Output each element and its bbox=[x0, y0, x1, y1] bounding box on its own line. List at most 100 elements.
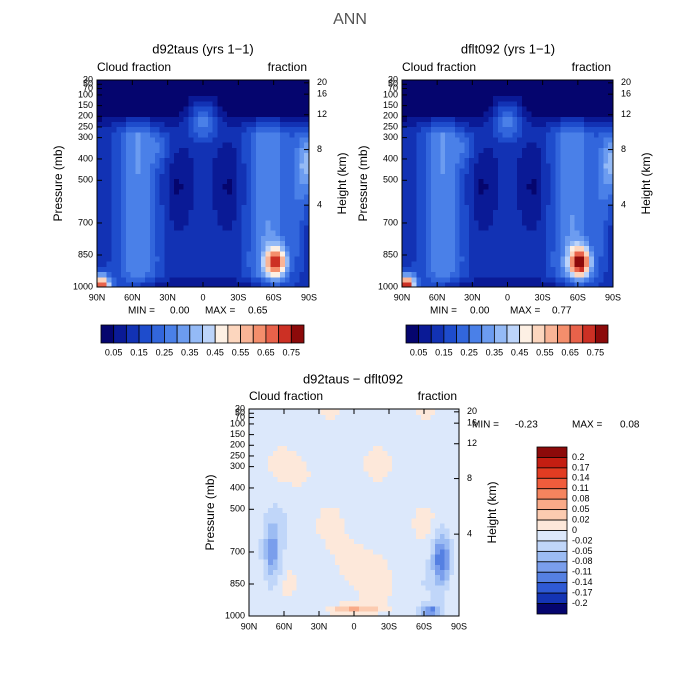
contour-cell bbox=[159, 183, 166, 190]
contour-cell bbox=[363, 512, 369, 519]
contour-cell bbox=[268, 569, 274, 576]
contour-cell bbox=[488, 230, 494, 236]
contour-cell bbox=[454, 235, 461, 242]
contour-cell bbox=[154, 90, 161, 97]
contour-cell bbox=[440, 157, 446, 164]
contour-cell bbox=[97, 255, 103, 262]
contour-cell bbox=[363, 533, 369, 539]
contour-cell bbox=[464, 261, 470, 267]
contour-cell bbox=[497, 214, 504, 221]
contour-cell bbox=[425, 105, 432, 112]
y-tick-label: 100 bbox=[78, 89, 93, 99]
contour-cell bbox=[363, 579, 369, 586]
contour-cell bbox=[320, 548, 326, 555]
contour-cell bbox=[188, 116, 194, 122]
contour-cell bbox=[125, 230, 132, 236]
contour-cell bbox=[574, 100, 581, 107]
colorbar-box bbox=[151, 324, 165, 344]
contour-cell bbox=[299, 209, 305, 216]
contour-cell bbox=[325, 476, 331, 483]
contour-cell bbox=[159, 157, 166, 164]
contour-cell bbox=[130, 105, 137, 112]
contour-cell bbox=[459, 147, 465, 154]
contour-cell bbox=[304, 178, 310, 185]
contour-cell bbox=[125, 95, 132, 102]
contour-cell bbox=[560, 126, 566, 133]
contour-cell bbox=[541, 105, 547, 112]
contour-cell bbox=[284, 173, 291, 179]
y-tick-label: 1000 bbox=[73, 281, 93, 291]
contour-cell bbox=[284, 147, 291, 154]
contour-cell bbox=[464, 266, 470, 273]
contour-cell bbox=[294, 173, 300, 179]
contour-cell bbox=[430, 162, 437, 169]
contour-cell bbox=[258, 610, 264, 617]
contour-cell bbox=[275, 90, 281, 97]
contour-cell bbox=[536, 147, 542, 154]
contour-cell bbox=[268, 538, 274, 545]
contour-cell bbox=[222, 230, 228, 236]
contour-cell bbox=[368, 455, 374, 462]
contour-cell bbox=[392, 476, 398, 483]
contour-cell bbox=[227, 199, 233, 205]
contour-cell bbox=[473, 85, 480, 91]
contour-cell bbox=[212, 111, 219, 117]
y2-tick-label: 4 bbox=[317, 200, 322, 210]
contour-cell bbox=[265, 271, 272, 278]
contour-cell bbox=[217, 111, 223, 117]
contour-cell bbox=[579, 276, 585, 283]
contour-cell bbox=[256, 266, 262, 273]
contour-cell bbox=[402, 105, 408, 112]
contour-cell bbox=[502, 214, 509, 221]
contour-cell bbox=[169, 105, 175, 112]
contour-cell bbox=[212, 126, 219, 133]
contour-cell bbox=[608, 219, 614, 226]
contour-cell bbox=[291, 600, 298, 607]
colorbar-label: 0.65 bbox=[561, 347, 579, 357]
contour-cell bbox=[277, 543, 284, 550]
contour-cell bbox=[125, 136, 132, 143]
contour-cell bbox=[193, 85, 199, 91]
contour-cell bbox=[217, 193, 223, 200]
contour-cell bbox=[493, 131, 499, 138]
contour-cell bbox=[512, 147, 518, 154]
contour-cell bbox=[260, 204, 267, 210]
contour-cell bbox=[565, 121, 571, 128]
contour-cell bbox=[231, 214, 238, 221]
contour-cell bbox=[608, 245, 614, 252]
contour-cell bbox=[526, 214, 533, 221]
contour-cell bbox=[282, 569, 288, 576]
contour-cell bbox=[178, 204, 185, 210]
x-tick-label: 90N bbox=[394, 292, 411, 302]
contour-cell bbox=[231, 131, 238, 138]
contour-cell bbox=[296, 460, 303, 467]
contour-cell bbox=[574, 90, 581, 97]
contour-cell bbox=[320, 465, 326, 472]
contour-cell bbox=[608, 250, 614, 257]
contour-cell bbox=[536, 276, 542, 283]
contour-cell bbox=[270, 209, 276, 216]
y2-tick-label: 8 bbox=[621, 144, 626, 154]
contour-cell bbox=[304, 250, 310, 257]
contour-cell bbox=[282, 600, 288, 607]
contour-cell bbox=[526, 157, 533, 164]
contour-cell bbox=[306, 564, 312, 571]
contour-cell bbox=[183, 85, 190, 91]
contour-cell bbox=[396, 564, 403, 571]
contour-cell bbox=[603, 131, 609, 138]
contour-cell bbox=[106, 80, 113, 86]
contour-cell bbox=[449, 271, 456, 278]
colorbar-box bbox=[456, 324, 470, 344]
contour-cell bbox=[150, 157, 156, 164]
contour-cell bbox=[421, 240, 427, 247]
contour-cell bbox=[277, 496, 284, 503]
contour-cell bbox=[402, 116, 408, 122]
contour-cell bbox=[135, 167, 141, 174]
contour-cell bbox=[140, 136, 146, 143]
contour-cell bbox=[488, 131, 494, 138]
contour-cell bbox=[430, 245, 437, 252]
contour-cell bbox=[392, 564, 398, 571]
contour-cell bbox=[497, 188, 504, 195]
contour-cell bbox=[574, 235, 581, 242]
contour-cell bbox=[598, 90, 605, 97]
